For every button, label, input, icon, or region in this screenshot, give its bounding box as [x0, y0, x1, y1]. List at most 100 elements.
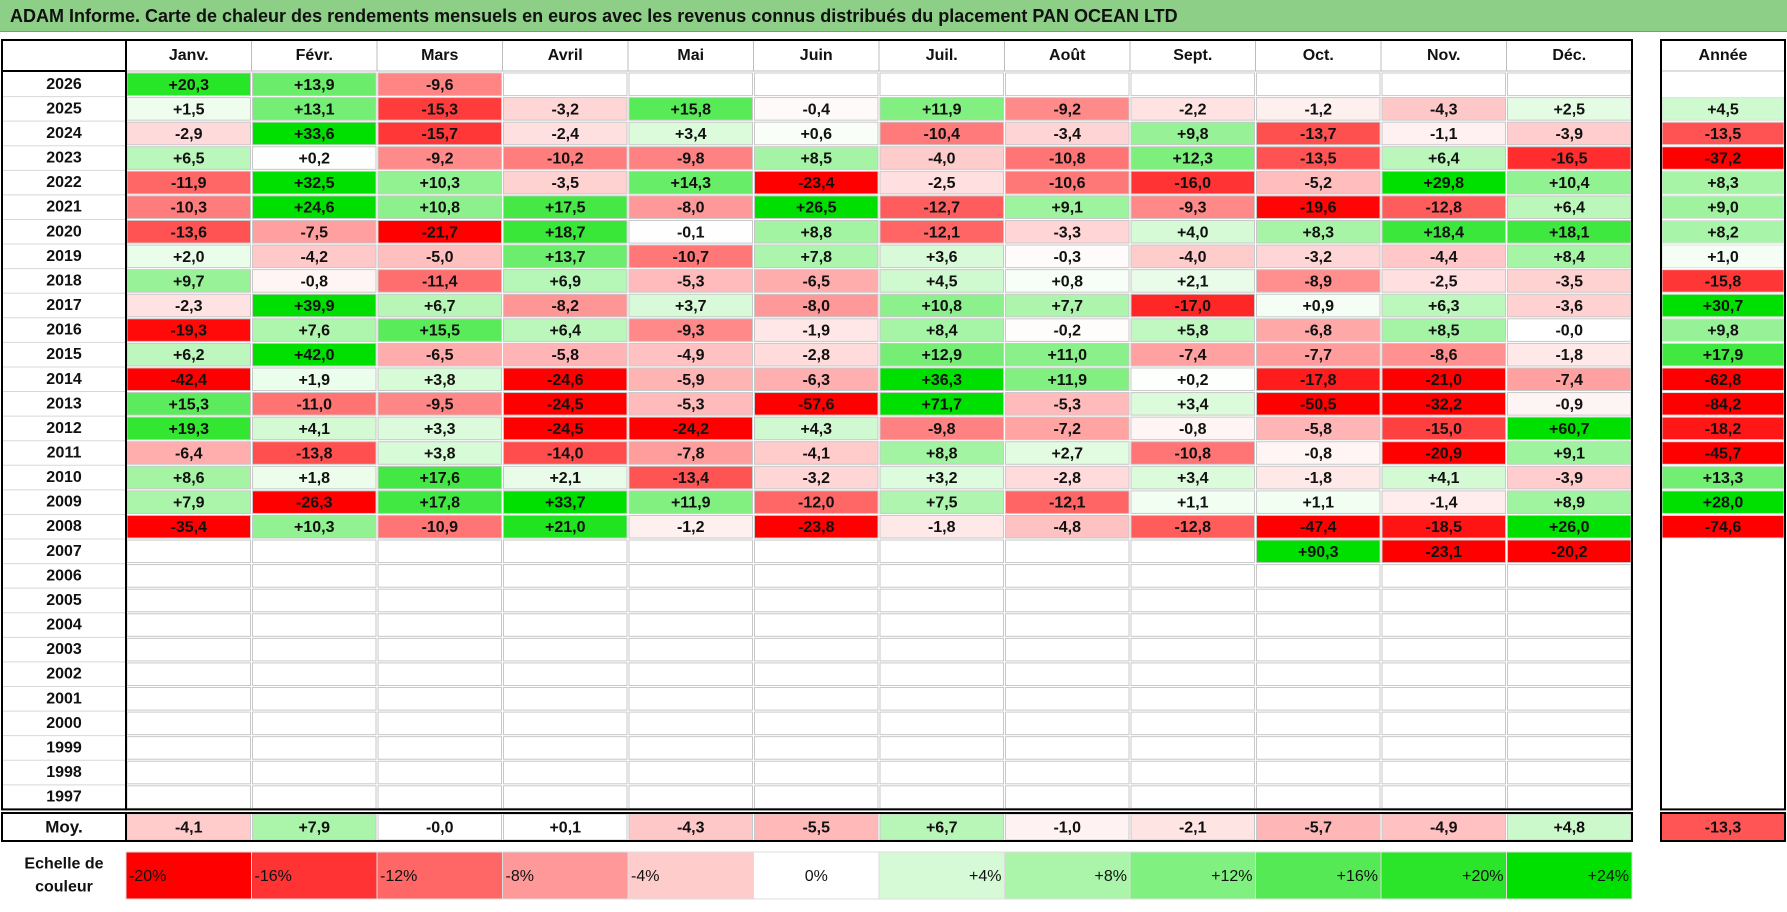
heatmap-cell-value: -4,1: [802, 445, 830, 462]
heatmap-cell: [1005, 269, 1130, 293]
annual-cell-value: -13,5: [1705, 126, 1742, 143]
heatmap-cell-value: -10,6: [1049, 175, 1086, 192]
heatmap-cell-value: -24,2: [673, 421, 710, 438]
heatmap-cell: [1005, 736, 1130, 760]
heatmap-cell-value: -3,9: [1555, 126, 1583, 143]
year-label: 2011: [47, 444, 82, 461]
heatmap-cell: [628, 170, 753, 195]
year-label: 1997: [46, 789, 82, 806]
heatmap-cell: [126, 588, 251, 613]
heatmap-cell-value: +11,9: [671, 495, 711, 512]
heatmap-cell: [1005, 613, 1130, 637]
heatmap-cell-value: -5,3: [677, 273, 705, 290]
heatmap-cell: [503, 392, 628, 416]
heatmap-cell: [503, 785, 628, 809]
heatmap-cell: [1130, 539, 1255, 564]
average-cell: [754, 813, 879, 841]
heatmap-cell: [1130, 441, 1255, 465]
heatmap-cell-value: -7,4: [1555, 372, 1583, 389]
heatmap-cell: [252, 490, 377, 514]
heatmap-cell: [879, 318, 1004, 342]
heatmap-cell: [1256, 392, 1381, 416]
scale-swatch-label: 0%: [805, 868, 828, 885]
year-label: 2015: [46, 346, 82, 363]
heatmap-cell: [879, 490, 1004, 514]
average-row-border: [125, 812, 1633, 842]
heatmap-cell-value: +39,9: [294, 298, 335, 315]
heatmap-cell-value: +0,8: [1051, 273, 1083, 290]
heatmap-cell: [1256, 72, 1381, 97]
month-header-cell: [1506, 39, 1633, 72]
heatmap-cell-value: +18,4: [1424, 224, 1465, 241]
heatmap-cell-value: -12,0: [798, 495, 835, 512]
heatmap-cell: [1256, 146, 1381, 170]
heatmap-cell: [377, 121, 502, 146]
annual-cell: [1662, 761, 1784, 784]
heatmap-cell: [126, 760, 251, 785]
heatmap-cell-value: +3,8: [424, 372, 456, 389]
heatmap-cell: [628, 760, 753, 785]
heatmap-cell-value: -17,0: [1175, 298, 1212, 315]
heatmap-cell-value: +2,7: [1051, 445, 1083, 462]
heatmap-cell: [1507, 687, 1632, 711]
heatmap-cell: [754, 687, 879, 711]
scale-swatch-label: +20%: [1462, 868, 1503, 885]
heatmap-cell: [252, 416, 377, 441]
heatmap-cell: [879, 613, 1004, 637]
heatmap-cell: [1130, 318, 1255, 342]
annual-header-cell: [1660, 39, 1786, 72]
heatmap-cell-value: -6,8: [1304, 323, 1332, 340]
year-label: 2007: [46, 543, 82, 560]
heatmap-cell: [879, 170, 1004, 195]
heatmap-cell-value: +6,9: [549, 273, 581, 290]
scale-swatch: [1255, 851, 1382, 900]
annual-cell: [1662, 613, 1784, 637]
heatmap-cell: [1256, 121, 1381, 146]
heatmap-cell: [126, 736, 251, 760]
heatmap-cell-value: -23,1: [1426, 544, 1463, 561]
heatmap-cell-value: -10,9: [422, 519, 459, 536]
heatmap-cell: [754, 170, 879, 195]
heatmap-cell: [252, 72, 377, 97]
heatmap-cell: [754, 465, 879, 490]
heatmap-cell: [252, 760, 377, 785]
heatmap-cell-value: +4,1: [1428, 470, 1460, 487]
heatmap-cell: [1381, 760, 1506, 785]
heatmap-cell-value: +6,3: [1428, 298, 1460, 315]
heatmap-cell-value: +3,7: [675, 298, 707, 315]
heatmap-cell-value: -1,2: [677, 519, 705, 536]
heatmap-cell-value: -0,8: [300, 273, 328, 290]
heatmap-cell: [1130, 219, 1255, 244]
annual-cell-value: +30,7: [1703, 298, 1744, 315]
heatmap-cell-value: -35,4: [171, 519, 208, 536]
heatmap-cell-value: -10,7: [673, 249, 710, 266]
annual-cell: [1662, 736, 1784, 760]
annual-cell-value: +9,0: [1707, 200, 1739, 217]
heatmap-cell: [1130, 342, 1255, 367]
heatmap-cell: [1256, 97, 1381, 121]
heatmap-cell: [628, 465, 753, 490]
heatmap-cell-value: +2,1: [549, 470, 581, 487]
heatmap-cell: [628, 392, 753, 416]
heatmap-cell: [1381, 392, 1506, 416]
scale-swatch: [502, 851, 629, 900]
scale-swatch: [376, 851, 503, 900]
month-header-label: Oct.: [1303, 47, 1334, 64]
heatmap-cell-value: -12,1: [924, 224, 961, 241]
heatmap-cell: [503, 416, 628, 441]
heatmap-cell: [1005, 760, 1130, 785]
heatmap-cell: [879, 392, 1004, 416]
year-label: 2000: [46, 715, 82, 732]
heatmap-cell-value: -4,9: [677, 347, 705, 364]
average-cell-value: -4,9: [1430, 820, 1458, 837]
heatmap-cell: [503, 687, 628, 711]
heatmap-cell: [1507, 637, 1632, 662]
heatmap-cell-value: +24,6: [294, 200, 335, 217]
heatmap-cell: [252, 392, 377, 416]
heatmap-cell-value: -2,4: [551, 126, 579, 143]
heatmap-cell: [1381, 416, 1506, 441]
heatmap-cell-value: -3,2: [802, 470, 830, 487]
month-header-label: Nov.: [1427, 47, 1460, 64]
month-header-cell: [1129, 39, 1256, 72]
month-header-label: Juin: [800, 47, 833, 64]
